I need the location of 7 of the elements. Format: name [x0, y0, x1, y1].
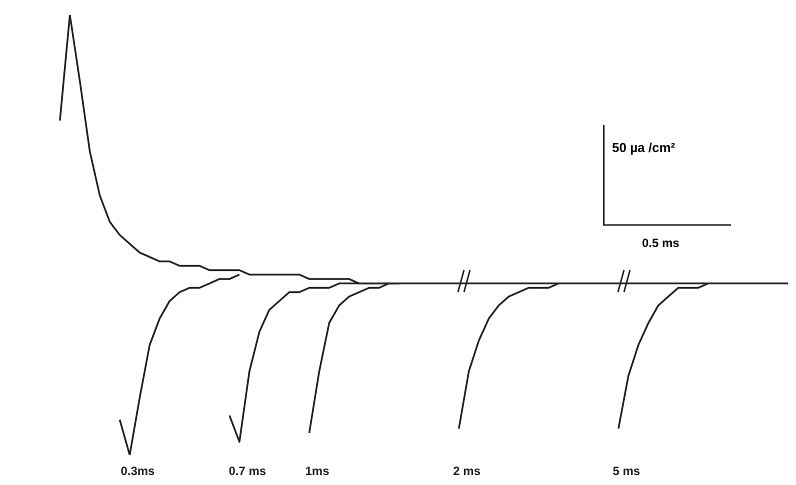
series-label: 0.3ms: [120, 464, 156, 478]
text: 2 ms: [453, 464, 481, 478]
text: 0.7 ms: [228, 464, 266, 478]
text: 1ms: [305, 464, 330, 478]
annotation: 50 µa /cm²: [612, 140, 676, 155]
annotation: 0.5 ms: [642, 236, 680, 250]
text: 5 ms: [612, 464, 640, 478]
